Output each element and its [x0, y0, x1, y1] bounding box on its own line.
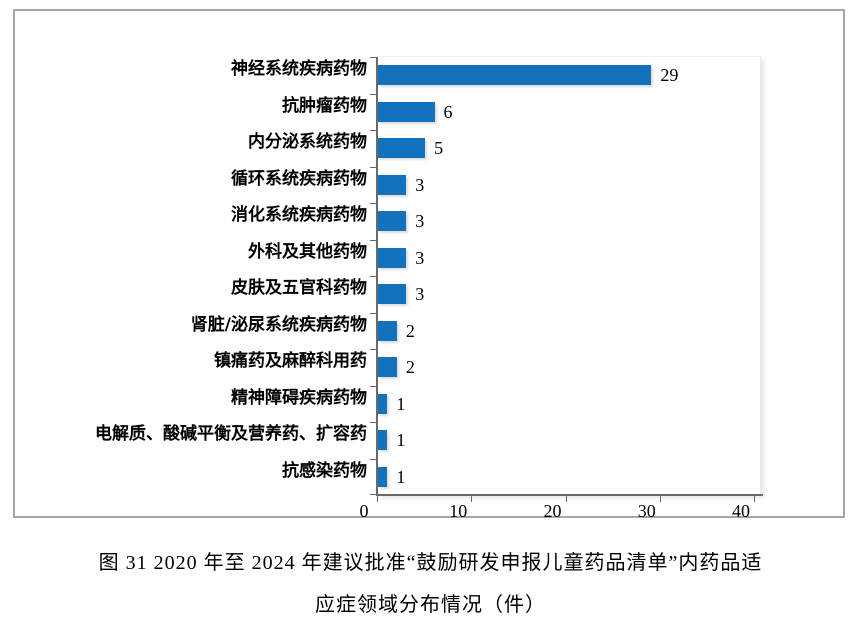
y-axis-tick	[370, 130, 377, 131]
x-axis-tick	[471, 496, 473, 502]
figure-caption: 图 31 2020 年至 2024 年建议批准“鼓励研发申报儿童药品清单”内药品…	[0, 542, 861, 626]
value-label: 3	[415, 247, 425, 268]
value-label: 5	[434, 138, 444, 159]
y-axis-tick	[370, 349, 377, 350]
category-label: 皮肤及五官科药物	[231, 278, 367, 299]
x-axis-tick	[659, 496, 661, 502]
y-axis-tick	[370, 203, 377, 204]
category-label: 电解质、酸碱平衡及营养药、扩容药	[95, 424, 367, 445]
bar	[378, 247, 407, 268]
bar	[378, 65, 652, 86]
x-axis-tick-label: 40	[732, 501, 750, 521]
caption-line-2: 应症领域分布情况（件）	[315, 594, 546, 616]
caption-line-1: 图 31 2020 年至 2024 年建议批准“鼓励研发申报儿童药品清单”内药品…	[98, 552, 763, 574]
category-label: 镇痛药及麻醉科用药	[214, 351, 367, 372]
x-axis-tick	[377, 496, 378, 502]
category-label: 循环系统疾病药物	[231, 168, 367, 189]
y-axis-tick	[370, 239, 377, 241]
category-label: 外科及其他药物	[248, 241, 367, 262]
y-axis-tick	[370, 93, 377, 95]
category-label: 神经系统疾病药物	[231, 59, 367, 80]
y-axis-tick	[370, 385, 377, 387]
value-label: 1	[396, 466, 406, 487]
bar	[378, 211, 407, 232]
y-axis-tick	[370, 494, 377, 495]
value-label: 29	[660, 65, 679, 86]
y-axis-tick	[370, 276, 377, 277]
bar	[378, 357, 397, 378]
value-label: 3	[415, 174, 425, 195]
x-axis-tick-label: 10	[449, 501, 468, 521]
bar	[378, 138, 426, 159]
x-axis-tick	[754, 496, 755, 502]
category-label: 抗感染药物	[282, 460, 367, 481]
y-axis-tick	[370, 166, 377, 168]
value-label: 2	[405, 320, 415, 341]
x-axis-line	[376, 494, 763, 496]
category-label: 肾脏/泌尿系统疾病药物	[190, 314, 367, 335]
bar	[378, 101, 435, 122]
category-label: 抗肿瘤药物	[282, 95, 367, 116]
value-label: 1	[396, 430, 406, 451]
value-label: 1	[396, 393, 406, 414]
bar	[378, 284, 407, 305]
bar	[378, 320, 397, 341]
bar	[378, 174, 407, 195]
value-label: 2	[405, 357, 415, 378]
bar	[378, 430, 388, 451]
y-axis-tick	[370, 458, 377, 460]
bar	[378, 393, 388, 414]
category-label: 消化系统疾病药物	[231, 205, 367, 226]
y-axis-tick	[370, 422, 377, 423]
y-axis-tick	[370, 57, 377, 58]
y-axis-tick	[370, 312, 377, 314]
value-label: 6	[443, 101, 453, 122]
y-axis-line	[376, 57, 378, 495]
plot-area: 29 6 5 3 3 3 3 2 2 1 1 1	[370, 56, 763, 502]
value-label: 3	[415, 284, 425, 305]
x-axis-tick-label: 20	[543, 501, 562, 521]
value-label: 3	[415, 211, 425, 232]
x-axis-tick-label: 0	[359, 501, 369, 521]
bar	[378, 466, 388, 487]
chart-frame: 神经系统疾病药物抗肿瘤药物内分泌系统药物循环系统疾病药物 消化系统疾病药物外科及其…	[13, 9, 845, 521]
category-label: 精神障碍疾病药物	[231, 387, 367, 408]
category-label: 内分泌系统药物	[248, 132, 367, 153]
x-axis-tick-label: 30	[637, 501, 656, 521]
x-axis-tick	[565, 496, 567, 502]
